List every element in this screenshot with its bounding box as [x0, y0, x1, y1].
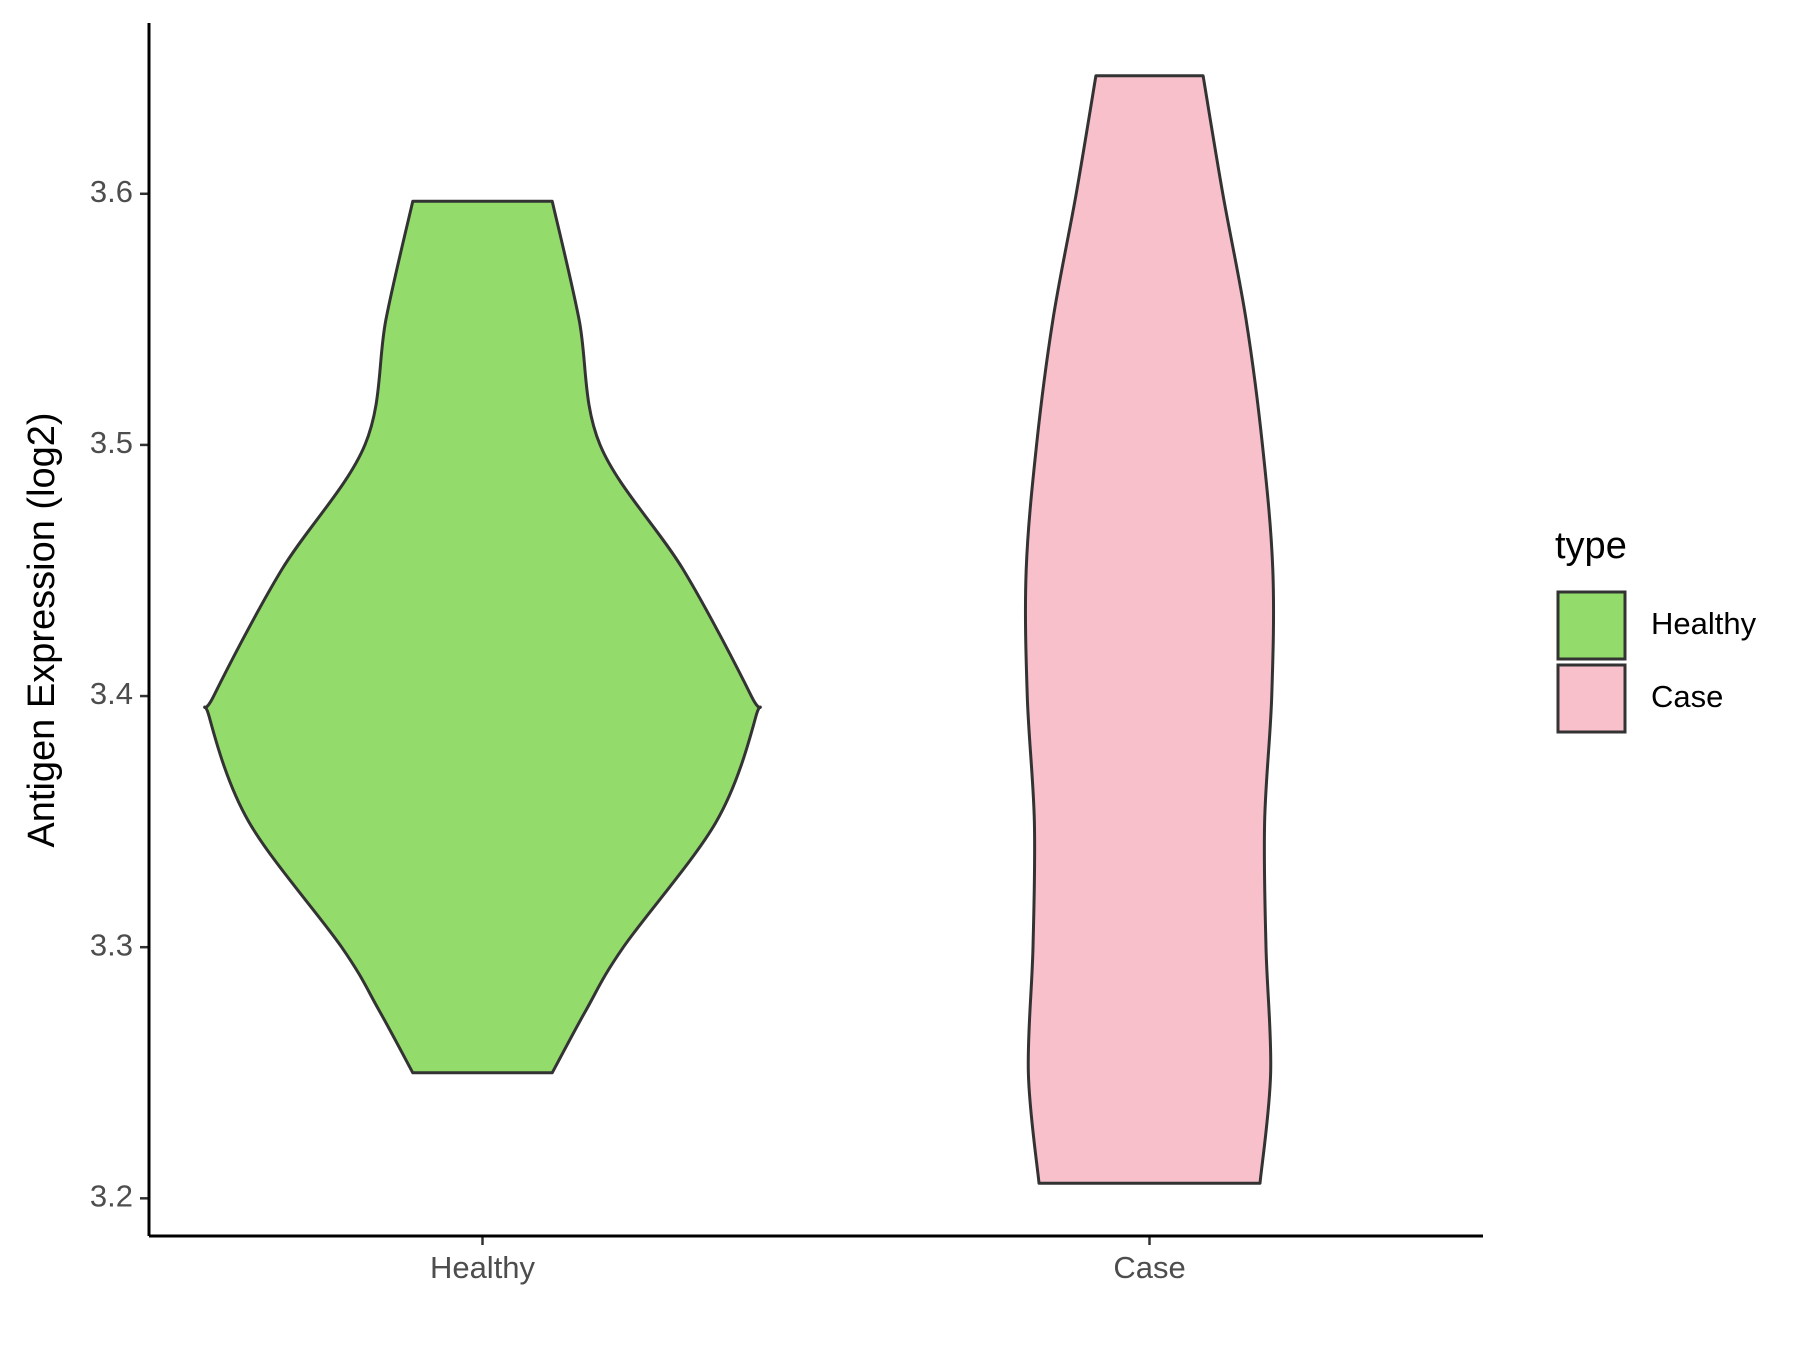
violin: [1023, 74, 1276, 1185]
legend-swatch: [1556, 590, 1627, 661]
x-tick-label: Healthy: [430, 1250, 536, 1285]
violin: [203, 199, 762, 1075]
legend-label: Healthy: [1651, 606, 1757, 641]
y-tick-label: 3.6: [90, 174, 133, 209]
x-tick-label: Case: [1113, 1250, 1185, 1285]
y-tick-label: 3.2: [90, 1179, 133, 1214]
y-tick-label: 3.5: [90, 425, 133, 460]
legend-swatch: [1556, 663, 1627, 734]
y-axis-label: Antigen Expression (log2): [21, 412, 63, 847]
legend-title: type: [1555, 525, 1627, 567]
y-tick-label: 3.4: [90, 676, 133, 711]
legend-label: Case: [1651, 679, 1723, 714]
y-tick-label: 3.3: [90, 927, 133, 962]
